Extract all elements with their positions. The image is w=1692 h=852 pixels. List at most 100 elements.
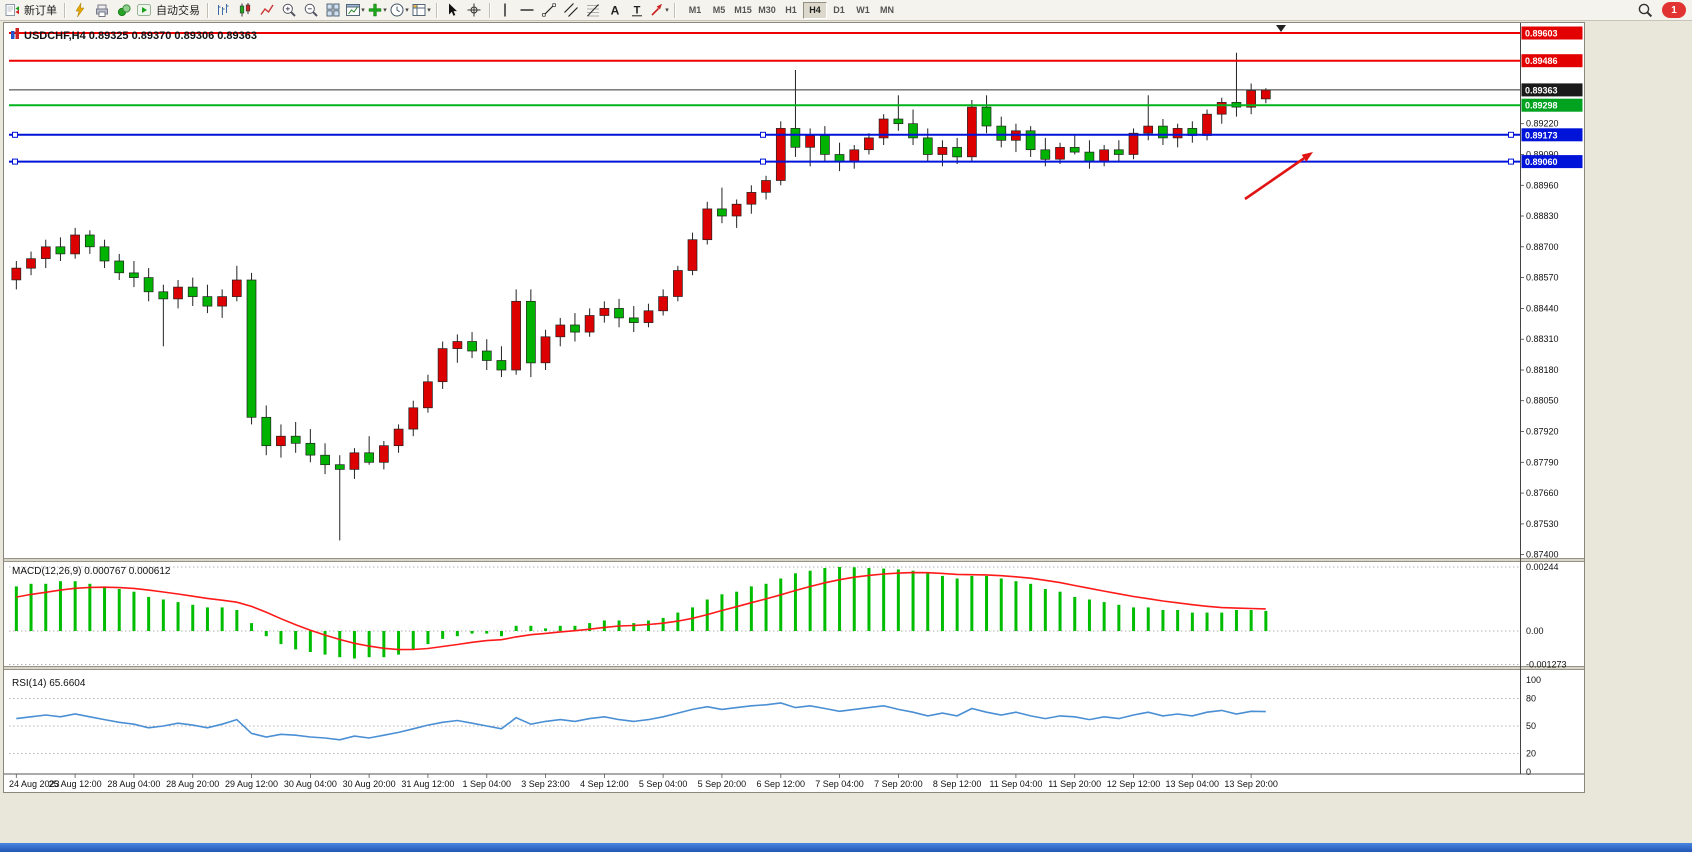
usdchf-h4-chart[interactable]: USDCHF,H4 0.89325 0.89370 0.89306 0.8936…: [4, 23, 1584, 792]
text-label-icon: T: [632, 5, 642, 17]
print-icon: [96, 4, 108, 17]
time-tick-label: 11 Sep 04:00: [989, 779, 1042, 789]
rsi-tick-label: 0: [1526, 767, 1531, 777]
profiles-button[interactable]: [113, 1, 135, 19]
trendline-tool-button[interactable]: [538, 1, 560, 19]
indicators-icon: [368, 3, 382, 17]
timeframe-M1-button[interactable]: M1: [688, 4, 702, 15]
time-tick-label: 8 Sep 12:00: [933, 779, 982, 789]
arrows-tool-button[interactable]: ▾: [648, 1, 670, 19]
rsi-panel[interactable]: RSI(14) 65.6604: [9, 678, 1520, 754]
candlestick-mode-button[interactable]: [234, 1, 256, 19]
time-tick-label: 5 Sep 20:00: [698, 779, 747, 789]
price-badge: 0.89486: [1521, 54, 1583, 68]
hline-handle[interactable]: [1508, 131, 1514, 138]
fibonacci-tool-button[interactable]: [582, 1, 604, 19]
horizontal-line-tool-button[interactable]: [516, 1, 538, 19]
macd-histogram: [14, 567, 1268, 659]
timeframe-M30-button[interactable]: M30: [758, 4, 776, 15]
bar-chart-mode-button[interactable]: [212, 1, 234, 19]
dropdown-caret-icon[interactable]: ▾: [405, 7, 409, 14]
price-tick-label: 0.87790: [1526, 457, 1559, 467]
periods-button[interactable]: ▾: [388, 1, 410, 19]
new-order-icon: [5, 4, 19, 16]
toolbar-right-group: 1: [1637, 2, 1686, 18]
auto-trading-icon: [137, 4, 151, 16]
timeframe-M15-button[interactable]: M15: [734, 4, 752, 15]
timeframe-D1-button[interactable]: D1: [833, 4, 845, 15]
text-label-tool-button[interactable]: T: [626, 1, 648, 19]
hline-handle[interactable]: [760, 158, 766, 165]
hline-handle[interactable]: [12, 158, 18, 165]
dropdown-caret-icon[interactable]: ▾: [361, 7, 365, 14]
time-tick-label: 5 Sep 04:00: [639, 779, 688, 789]
indicators-button[interactable]: ▾: [366, 1, 388, 19]
bar-chart-icon: [218, 4, 229, 15]
channel-tool-button[interactable]: [560, 1, 582, 19]
templates-button[interactable]: ▾: [410, 1, 432, 19]
timeframe-H1-button[interactable]: H1: [785, 4, 797, 15]
line-chart-mode-button[interactable]: [256, 1, 278, 19]
timeframe-H4-button[interactable]: H4: [803, 1, 827, 19]
rsi-tick-label: 20: [1526, 749, 1536, 759]
time-tick-label: 25 Aug 12:00: [49, 779, 102, 789]
dropdown-caret-icon[interactable]: ▾: [383, 7, 387, 14]
metaeditor-icon: [75, 2, 85, 18]
search-icon[interactable]: [1637, 2, 1653, 18]
vertical-line-tool-button[interactable]: [494, 1, 516, 19]
dropdown-caret-icon[interactable]: ▾: [665, 7, 669, 14]
price-axis[interactable]: 0.89220 0.89090 0.88960 0.88830 0.88700 0.885…: [1520, 23, 1583, 777]
auto-trading-button[interactable]: 自动交易: [135, 1, 203, 19]
taskbar-edge[interactable]: [0, 843, 1692, 852]
print-button[interactable]: [91, 1, 113, 19]
timeframe-MN-button[interactable]: MN: [880, 4, 894, 15]
chart-background[interactable]: [4, 23, 1584, 792]
panel-separator[interactable]: [4, 558, 1584, 562]
time-tick-label: 30 Aug 04:00: [284, 779, 337, 789]
price-tick-label: 0.87920: [1526, 427, 1559, 437]
main-price-panel[interactable]: USDCHF,H4 0.89325 0.89370 0.89306 0.8936…: [9, 25, 1520, 541]
horizontal-lines-layer[interactable]: [9, 32, 1520, 165]
crosshair-tool-button[interactable]: [463, 1, 485, 19]
panel-separator[interactable]: [4, 666, 1584, 670]
title-chart-icon: [11, 31, 15, 39]
new-chart-button[interactable]: ▾: [344, 1, 366, 19]
chart-window[interactable]: USDCHF,H4 0.89325 0.89370 0.89306 0.8936…: [3, 22, 1585, 793]
svg-text:0.89060: 0.89060: [1525, 157, 1558, 167]
time-tick-label: 30 Aug 20:00: [343, 779, 396, 789]
time-tick-label: 7 Sep 20:00: [874, 779, 923, 789]
time-tick-label: 12 Sep 12:00: [1107, 779, 1161, 789]
time-tick-label: 28 Aug 20:00: [166, 779, 219, 789]
text-tool-button[interactable]: A: [604, 1, 626, 19]
price-tick-label: 0.87400: [1526, 550, 1559, 560]
hline-handle[interactable]: [1508, 158, 1514, 165]
chart-shift-marker[interactable]: [1276, 25, 1286, 32]
hline-handle[interactable]: [12, 131, 18, 138]
timeframe-M5-button[interactable]: M5: [712, 4, 726, 15]
horizontal-line-icon: [520, 9, 534, 11]
zoom-in-button[interactable]: [278, 1, 300, 19]
notification-badge[interactable]: 1: [1662, 2, 1686, 18]
price-badge: 0.89060: [1521, 155, 1583, 169]
zoom-out-button[interactable]: [300, 1, 322, 19]
price-tick-label: 0.87530: [1526, 519, 1559, 529]
macd-panel[interactable]: MACD(12,26,9) 0.000767 0.000612: [9, 566, 1520, 665]
toolbar-separator: [489, 2, 490, 18]
toolbar-separator: [207, 2, 208, 18]
new-order-button[interactable]: 新订单: [3, 1, 60, 19]
hline-handle[interactable]: [760, 131, 766, 138]
cursor-tool-button[interactable]: [441, 1, 463, 19]
time-tick-label: 3 Sep 23:00: [521, 779, 570, 789]
dropdown-caret-icon[interactable]: ▾: [427, 7, 431, 14]
time-tick-label: 24 Aug 2023: [9, 779, 60, 789]
price-tick-label: 0.88960: [1526, 180, 1559, 190]
tile-windows-button[interactable]: [322, 1, 344, 19]
time-tick-label: 4 Sep 12:00: [580, 779, 629, 789]
timeframe-W1-button[interactable]: W1: [856, 4, 870, 15]
metaeditor-button[interactable]: [69, 1, 91, 19]
trend-arrow-annotation[interactable]: [1244, 152, 1313, 201]
rsi-tick-label: 80: [1526, 693, 1536, 703]
rsi-tick-label: 100: [1526, 675, 1541, 685]
